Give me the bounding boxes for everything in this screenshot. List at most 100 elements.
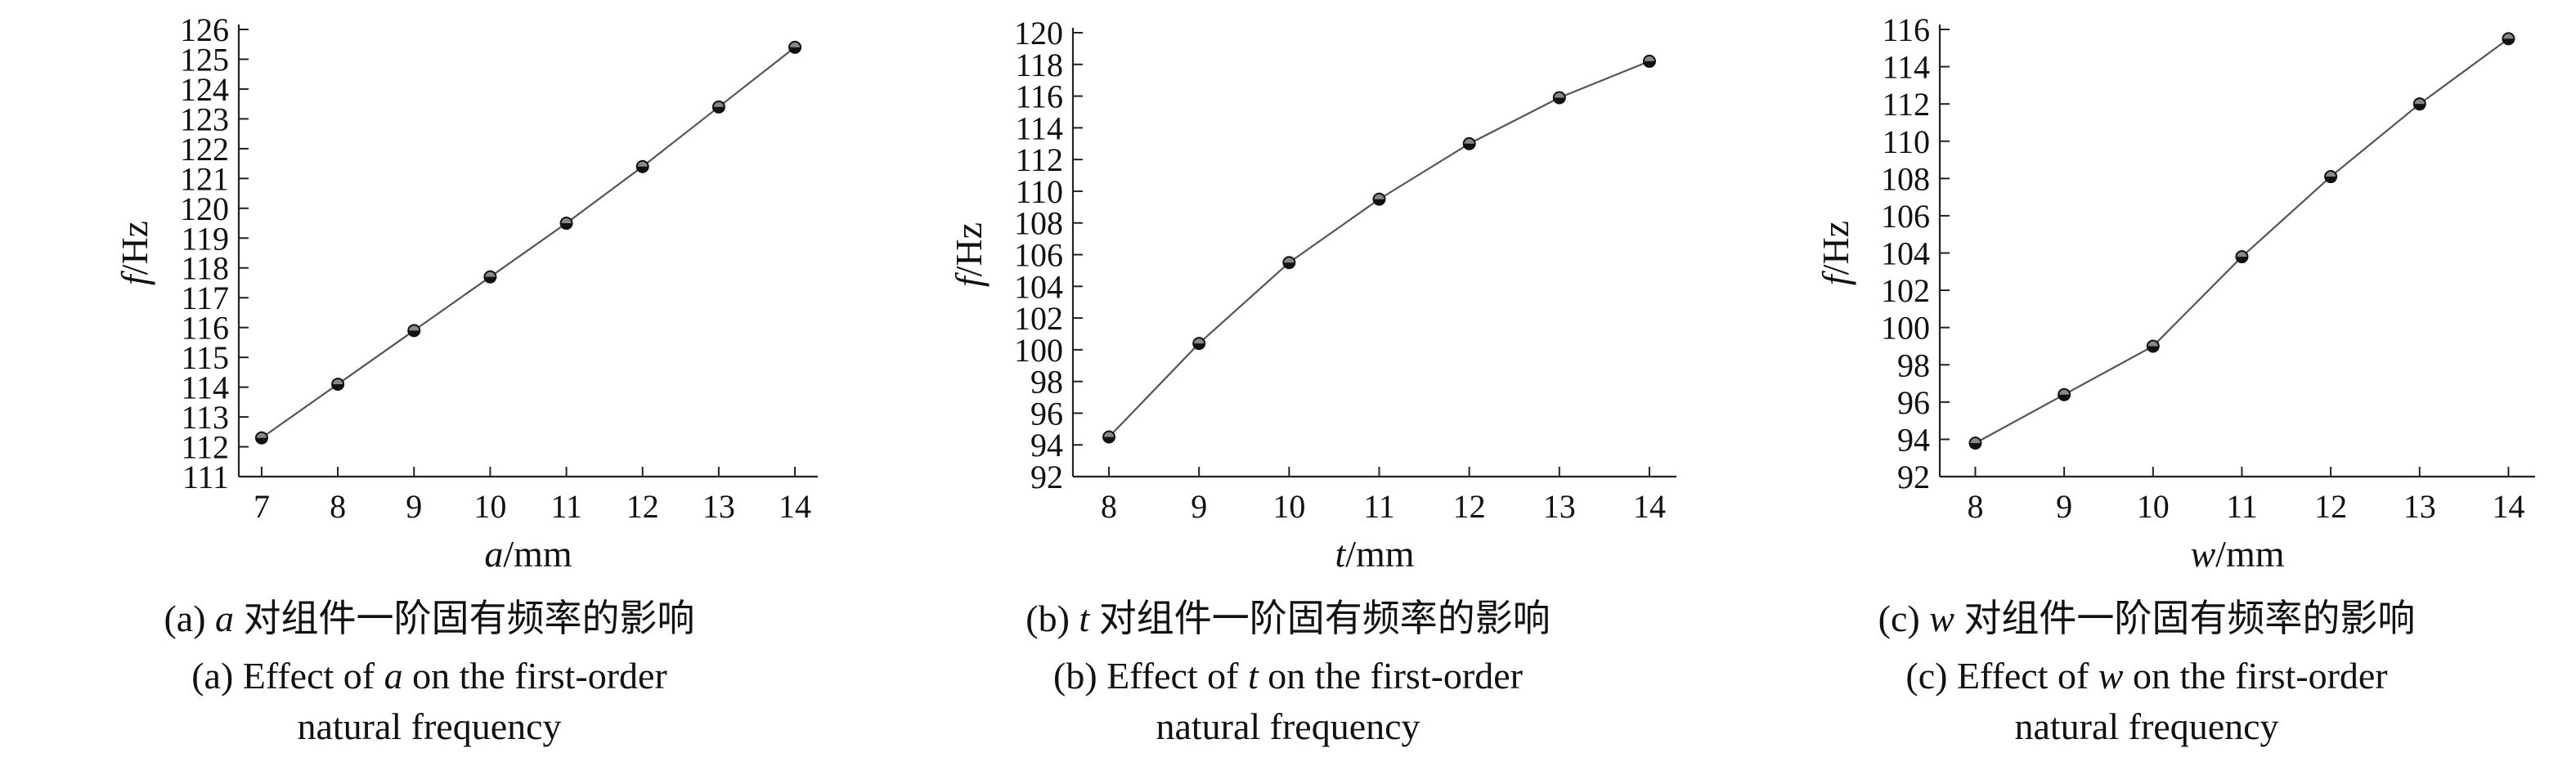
- y-tick-label: 94: [1030, 427, 1063, 464]
- y-tick-label: 112: [181, 429, 229, 466]
- x-tick-label: 14: [1633, 488, 1666, 525]
- y-tick-label: 114: [1882, 49, 1930, 86]
- y-tick-label: 118: [1015, 47, 1063, 83]
- panel-b: 92 94 96 98 100 102 104 106 108 110 112 114 116 118 12…: [859, 0, 1717, 766]
- y-tick-label: 111: [182, 459, 229, 495]
- y-tick-label: 98: [1897, 347, 1930, 383]
- x-axis-label: a/mm: [484, 533, 572, 575]
- x-tick-label: 13: [1543, 488, 1576, 525]
- x-tick-label: 7: [254, 488, 270, 525]
- y-tick-label: 117: [181, 280, 229, 316]
- chart-a: 1111121131141151161171181191201211221231…: [114, 11, 818, 575]
- data-point-shade: [408, 330, 420, 337]
- data-point-shade: [789, 47, 801, 53]
- caption-en-b: (b) Effect of t on the first-order: [1053, 655, 1523, 697]
- x-tick-label: 8: [330, 488, 346, 525]
- y-tick-label: 116: [1015, 78, 1063, 115]
- data-point-shade: [1463, 143, 1475, 150]
- data-point-shade: [560, 223, 572, 230]
- y-tick-label: 114: [181, 370, 229, 406]
- y-tick-label: 96: [1030, 395, 1063, 432]
- chart-b: 9294969810010210410610811011211411611812…: [948, 15, 1676, 575]
- y-tick-label: 108: [1014, 205, 1063, 242]
- y-tick-label: 119: [181, 220, 229, 257]
- y-tick-label: 114: [1015, 110, 1063, 146]
- x-tick-label: 11: [1363, 488, 1395, 525]
- y-tick-label: 106: [1881, 198, 1930, 235]
- x-tick-label: 11: [2226, 488, 2258, 525]
- y-tick-label: 110: [1882, 123, 1930, 160]
- y-tick-label: 98: [1030, 364, 1063, 401]
- y-tick-label: 92: [1030, 459, 1063, 495]
- y-axis-label: f/Hz: [114, 221, 155, 285]
- caption-en-line2-a: natural frequency: [297, 706, 562, 747]
- x-tick-label: 11: [550, 488, 582, 525]
- data-point-shade: [1193, 343, 1205, 350]
- x-tick-label: 13: [702, 488, 735, 525]
- y-axis-label: f/Hz: [1815, 221, 1856, 285]
- y-tick-label: 100: [1881, 310, 1930, 347]
- y-tick-label: 113: [181, 399, 229, 436]
- caption-cn-a: (a) a 对组件一阶固有频率的影响: [164, 598, 695, 639]
- y-tick-label: 125: [180, 41, 229, 78]
- series-line: [261, 47, 796, 439]
- y-tick-label: 112: [1015, 141, 1063, 178]
- x-tick-label: 12: [1453, 488, 1486, 525]
- data-point-shade: [2147, 346, 2159, 352]
- panel-c: 92 94 96 98 100 102 104 106 108 110 112 114 116 8 9 10 1…: [1717, 0, 2576, 766]
- data-point-shade: [332, 383, 344, 390]
- y-tick-label: 92: [1897, 459, 1930, 495]
- caption-cn-b: (b) t 对组件一阶固有频率的影响: [1025, 598, 1551, 639]
- data-point-shade: [255, 437, 267, 444]
- data-point-shade: [636, 166, 648, 172]
- data-point-shade: [1283, 262, 1295, 269]
- data-point-shade: [712, 106, 725, 113]
- x-tick-label: 9: [406, 488, 422, 525]
- data-point-shade: [1373, 199, 1385, 205]
- data-point-shade: [1643, 60, 1655, 67]
- series-line: [1974, 38, 2510, 444]
- y-tick-label: 100: [1014, 332, 1063, 369]
- data-point-shade: [484, 276, 496, 283]
- y-tick-label: 108: [1881, 160, 1930, 197]
- caption-en-line2-b: natural frequency: [1156, 706, 1420, 747]
- y-axis-label: f/Hz: [948, 222, 990, 287]
- y-tick-label: 124: [180, 71, 229, 108]
- caption-en-c: (c) Effect of w on the first-order: [1905, 655, 2388, 697]
- y-tick-label: 118: [181, 250, 229, 287]
- x-tick-label: 8: [1967, 488, 1983, 525]
- y-tick-label: 106: [1014, 237, 1063, 274]
- data-point-shade: [2502, 38, 2515, 45]
- y-tick-label: 121: [180, 160, 229, 197]
- caption-cn-c: (c) w 对组件一阶固有频率的影响: [1878, 598, 2416, 639]
- caption-en-line2-c: natural frequency: [2014, 706, 2279, 747]
- y-tick-label: 102: [1014, 300, 1063, 337]
- x-axis-label: w/mm: [2190, 533, 2284, 575]
- x-tick-label: 8: [1101, 488, 1117, 525]
- y-tick-label: 104: [1014, 268, 1063, 305]
- y-tick-label: 112: [1882, 86, 1930, 123]
- y-tick-label: 115: [181, 339, 229, 376]
- x-tick-label: 12: [2314, 488, 2347, 525]
- x-tick-label: 10: [2137, 488, 2170, 525]
- y-tick-label: 96: [1897, 384, 1930, 421]
- x-tick-label: 12: [626, 488, 659, 525]
- x-tick-label: 10: [1272, 488, 1305, 525]
- y-tick-label: 116: [1882, 11, 1930, 48]
- x-tick-label: 9: [2056, 488, 2072, 525]
- y-tick-label: 102: [1881, 272, 1930, 309]
- y-tick-label: 94: [1897, 421, 1930, 458]
- data-point-shade: [1553, 97, 1565, 104]
- data-point-shade: [2413, 104, 2426, 110]
- y-tick-label: 123: [180, 101, 229, 137]
- series-line: [1108, 60, 1650, 438]
- y-tick-label: 122: [180, 131, 229, 168]
- x-tick-label: 9: [1191, 488, 1207, 525]
- panel-a: 111 112 113 114 115 116 117 118 119 120 121 122 123 1…: [0, 0, 859, 766]
- y-tick-label: 120: [1014, 15, 1063, 52]
- data-point-shade: [2325, 177, 2337, 183]
- x-axis-label: t/mm: [1335, 533, 1414, 575]
- y-tick-label: 120: [180, 190, 229, 227]
- x-tick-label: 14: [779, 488, 811, 525]
- data-point-shade: [2236, 257, 2248, 263]
